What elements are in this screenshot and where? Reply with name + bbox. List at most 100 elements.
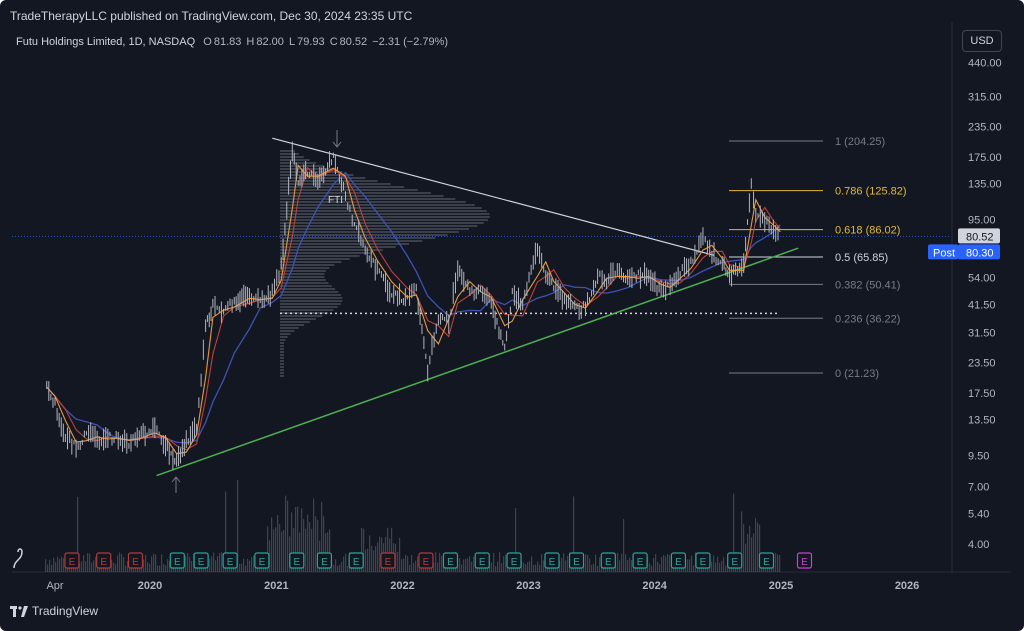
- volume-profile-bar: [280, 258, 350, 260]
- volume-bar: [247, 558, 249, 572]
- volume-profile-bar: [280, 252, 371, 254]
- volume-profile-bar: [280, 204, 475, 206]
- volume-bar: [209, 559, 211, 572]
- earnings-marker-label: E: [132, 557, 139, 568]
- volume-bar: [343, 556, 345, 572]
- earnings-marker-label: E: [700, 557, 707, 568]
- volume-bar: [63, 558, 65, 572]
- volume-bar: [527, 562, 529, 572]
- volume-bar: [51, 564, 53, 572]
- volume-profile-bar: [280, 192, 431, 194]
- volume-bar: [125, 565, 127, 572]
- tradingview-logo-icon: [10, 605, 28, 617]
- high-label: H: [246, 36, 255, 48]
- price-series: [46, 141, 781, 470]
- volume-bar: [503, 556, 505, 572]
- volume-bar: [741, 511, 743, 572]
- volume-bar: [309, 522, 311, 572]
- volume-bar: [657, 561, 659, 572]
- change-value: −2.31 (−2.79%): [372, 36, 449, 48]
- brand-name: TradingView: [32, 604, 99, 618]
- volume-profile-bar: [280, 348, 284, 350]
- earnings-marker: [506, 552, 522, 569]
- down-arrow-icon: [332, 130, 342, 148]
- volume-bar: [373, 550, 375, 572]
- volume-bar: [249, 560, 251, 572]
- volume-profile-bar: [280, 222, 484, 224]
- volume-bar: [363, 528, 365, 572]
- volume-bar: [151, 556, 153, 572]
- volume-profile-bar: [280, 279, 326, 281]
- volume-bar: [317, 519, 319, 572]
- volume-bar: [689, 559, 691, 572]
- volume-profile-bar: [280, 228, 469, 230]
- volume-bar: [79, 562, 81, 572]
- volume-profile-bar: [280, 342, 284, 344]
- volume-bar: [279, 524, 281, 572]
- volume-bar: [395, 543, 397, 572]
- volume-bar: [649, 563, 651, 572]
- volume-bar: [589, 558, 591, 572]
- volume-bar: [313, 498, 315, 572]
- volume-bar: [623, 518, 625, 572]
- volume-profile-bar: [280, 174, 354, 176]
- volume-bar: [505, 554, 507, 572]
- volume-profile-bar: [280, 306, 338, 308]
- volume-bar: [145, 554, 147, 572]
- volume-profile-bar: [280, 162, 317, 164]
- volume-bar: [59, 559, 61, 572]
- volume-bar: [529, 561, 531, 572]
- earnings-marker-label: E: [69, 557, 76, 568]
- volume-profile-bar: [280, 297, 343, 299]
- volume-bar: [597, 565, 599, 572]
- currency-button[interactable]: USD: [962, 30, 1002, 52]
- volume-bar: [447, 565, 449, 572]
- volume-bar: [501, 563, 503, 572]
- volume-bar: [777, 554, 779, 572]
- earnings-marker: [222, 552, 238, 569]
- earnings-marker: [418, 552, 434, 569]
- volume-bar: [275, 527, 277, 572]
- y-tick-label: 7.00: [968, 482, 989, 494]
- open-value: 81.83: [213, 36, 242, 48]
- volume-bar: [219, 553, 221, 572]
- volume-bar: [619, 560, 621, 572]
- post-tag: [928, 244, 958, 260]
- volume-bar: [627, 560, 629, 572]
- volume-bar: [719, 562, 721, 572]
- earnings-marker-label: E: [227, 557, 234, 568]
- open-label: O: [203, 36, 212, 48]
- volume-bar: [587, 554, 589, 572]
- volume-profile-bar: [280, 291, 339, 293]
- volume-profile-bar: [280, 345, 284, 347]
- volume-bar: [83, 555, 85, 572]
- earnings-marker-label: E: [423, 557, 430, 568]
- volume-bar: [465, 559, 467, 572]
- volume-bar: [293, 528, 295, 572]
- earnings-marker-label: E: [801, 557, 808, 568]
- earnings-marker-label: E: [637, 557, 644, 568]
- volume-bar: [403, 558, 405, 572]
- volume-bar: [143, 559, 145, 572]
- volume-bar: [593, 563, 595, 572]
- volume-bar: [749, 525, 751, 572]
- earnings-marker-label: E: [549, 557, 556, 568]
- earnings-marker-label: E: [447, 557, 454, 568]
- volume-profile-bar: [280, 285, 332, 287]
- volume-profile-bar: [280, 183, 391, 185]
- volume-bar: [323, 515, 325, 572]
- volume-bar: [663, 555, 665, 572]
- fib-level-label: 0.5 (65.85): [835, 252, 888, 264]
- volume-bar: [213, 552, 215, 572]
- volume-bar: [297, 506, 299, 572]
- volume-bar: [621, 553, 623, 572]
- earnings-marker: [442, 552, 459, 569]
- volume-bar: [775, 553, 777, 572]
- volume-bar: [121, 553, 123, 572]
- volume-bar: [651, 565, 653, 572]
- volume-bar: [415, 560, 417, 572]
- volume-bar: [347, 565, 349, 572]
- volume-profile-bar: [280, 243, 409, 245]
